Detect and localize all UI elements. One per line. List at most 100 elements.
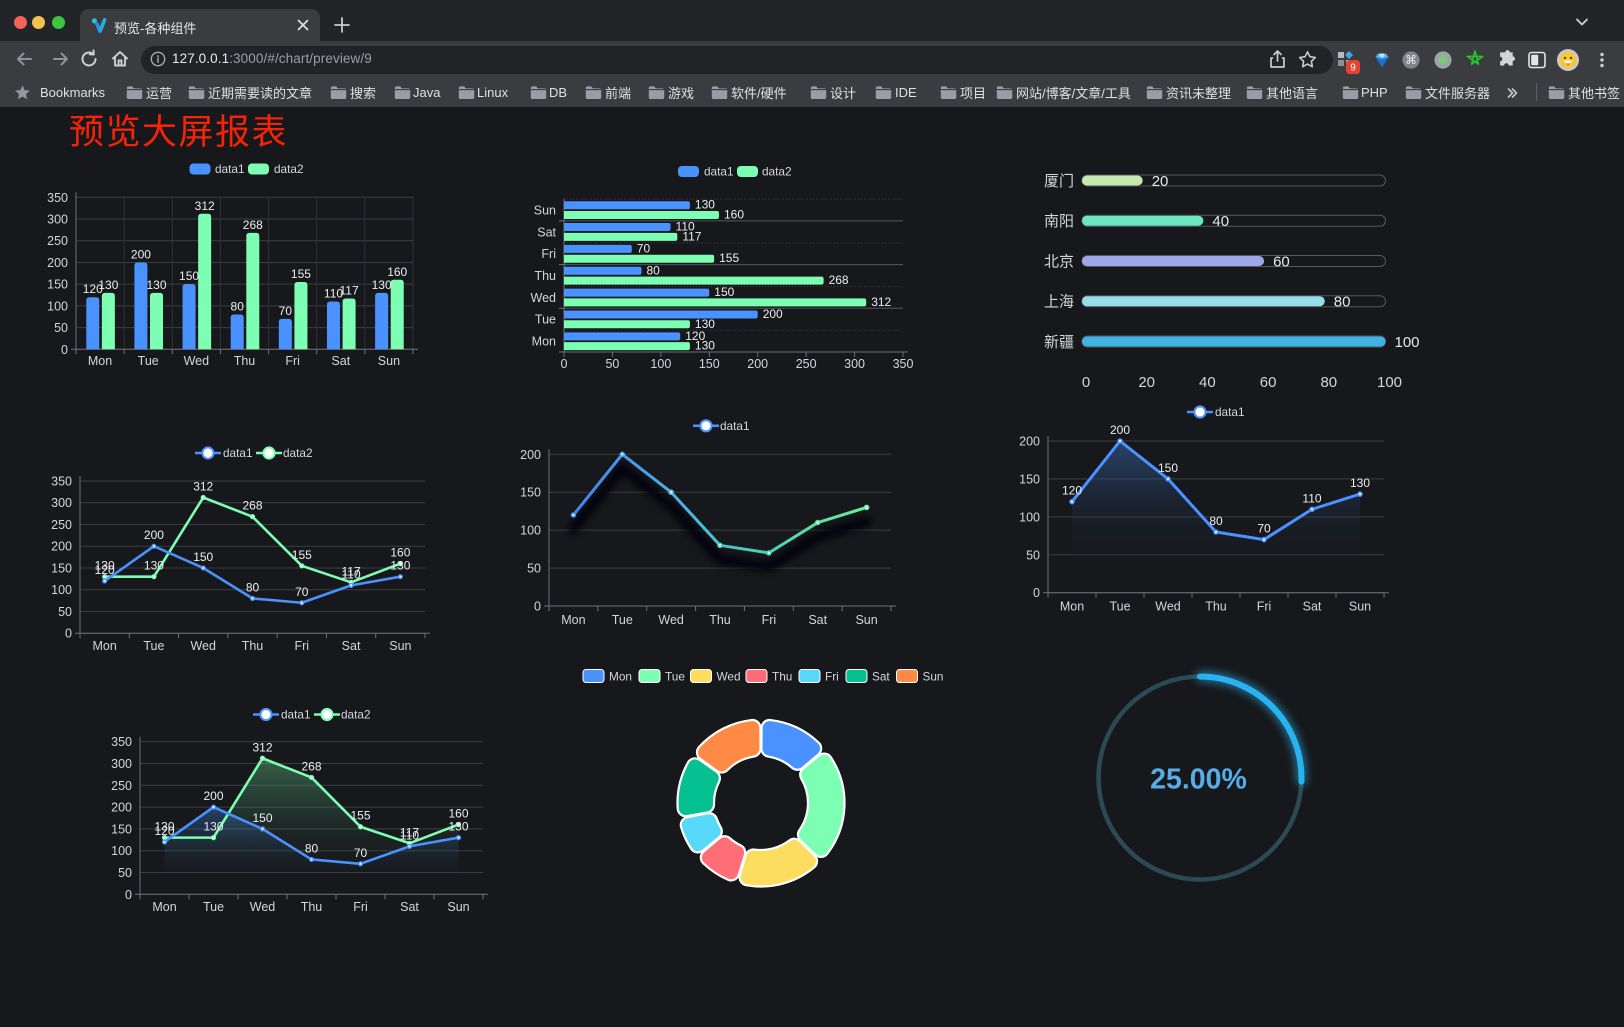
svg-text:110: 110	[400, 828, 419, 842]
svg-text:50: 50	[58, 605, 72, 619]
svg-text:data1: data1	[704, 165, 734, 179]
svg-text:70: 70	[295, 585, 309, 599]
svg-text:Sun: Sun	[389, 639, 411, 653]
svg-text:data1: data1	[1215, 405, 1245, 419]
svg-text:312: 312	[252, 740, 272, 754]
svg-text:data2: data2	[762, 165, 792, 179]
svg-text:200: 200	[47, 256, 68, 270]
svg-text:0: 0	[561, 357, 568, 371]
svg-text:150: 150	[193, 550, 213, 564]
svg-text:100: 100	[111, 844, 132, 858]
svg-text:Tue: Tue	[143, 639, 164, 653]
svg-text:120: 120	[83, 282, 103, 296]
svg-text:130: 130	[448, 820, 468, 834]
svg-text:70: 70	[1257, 522, 1271, 536]
svg-text:Thu: Thu	[234, 354, 256, 368]
svg-text:data2: data2	[283, 446, 313, 460]
svg-text:北京: 北京	[1044, 254, 1074, 271]
svg-text:110: 110	[1302, 491, 1321, 505]
svg-text:300: 300	[51, 496, 72, 510]
svg-text:新疆: 新疆	[1044, 334, 1074, 351]
svg-text:300: 300	[47, 213, 68, 227]
svg-text:120: 120	[95, 563, 115, 577]
svg-text:130: 130	[154, 820, 174, 834]
svg-text:117: 117	[682, 229, 701, 243]
svg-text:100: 100	[650, 357, 671, 371]
svg-text:100: 100	[1377, 374, 1402, 391]
svg-text:268: 268	[243, 218, 263, 232]
svg-text:Sat: Sat	[872, 670, 890, 684]
svg-text:200: 200	[520, 448, 541, 462]
svg-text:Fri: Fri	[762, 613, 777, 627]
svg-text:50: 50	[1026, 548, 1040, 562]
svg-text:Sat: Sat	[537, 225, 556, 239]
svg-text:160: 160	[448, 807, 468, 821]
svg-text:Fri: Fri	[285, 354, 300, 368]
svg-text:150: 150	[179, 269, 199, 283]
svg-text:Sat: Sat	[331, 354, 350, 368]
svg-text:80: 80	[305, 841, 319, 855]
svg-text:150: 150	[1158, 461, 1178, 475]
svg-text:150: 150	[1019, 472, 1040, 486]
svg-text:155: 155	[719, 251, 739, 265]
svg-text:200: 200	[747, 357, 768, 371]
svg-text:350: 350	[47, 191, 68, 205]
svg-text:⌘: ⌘	[1405, 53, 1417, 67]
svg-text:250: 250	[47, 234, 68, 248]
svg-text:Mon: Mon	[1060, 600, 1084, 614]
svg-text:120: 120	[154, 824, 174, 838]
svg-text:data1: data1	[281, 708, 311, 722]
svg-text:150: 150	[699, 357, 720, 371]
svg-text:Mon: Mon	[152, 900, 176, 914]
svg-text:Mon: Mon	[561, 613, 585, 627]
svg-text:Sun: Sun	[1349, 600, 1371, 614]
svg-text:Wed: Wed	[184, 354, 210, 368]
svg-text:312: 312	[193, 480, 213, 494]
svg-text:130: 130	[372, 278, 392, 292]
svg-text:155: 155	[292, 548, 312, 562]
svg-text:50: 50	[54, 321, 68, 335]
svg-text:60: 60	[1260, 374, 1277, 391]
svg-text:Fri: Fri	[541, 247, 556, 261]
svg-text:268: 268	[829, 273, 849, 287]
svg-text:Tue: Tue	[203, 900, 224, 914]
svg-text:268: 268	[301, 759, 321, 773]
svg-text:300: 300	[844, 357, 865, 371]
svg-text:80: 80	[231, 300, 245, 314]
svg-text:Thu: Thu	[709, 613, 731, 627]
svg-text:130: 130	[1350, 476, 1370, 490]
svg-text:80: 80	[1209, 514, 1223, 528]
svg-text:160: 160	[387, 265, 407, 279]
svg-text:312: 312	[871, 295, 891, 309]
svg-text:Tue: Tue	[1109, 600, 1130, 614]
svg-text:150: 150	[47, 278, 68, 292]
svg-text:Wed: Wed	[531, 291, 557, 305]
svg-text:250: 250	[796, 357, 817, 371]
svg-text:0: 0	[125, 888, 132, 902]
svg-text:Sun: Sun	[855, 613, 877, 627]
svg-text:data1: data1	[215, 162, 245, 176]
svg-text:200: 200	[131, 247, 151, 261]
svg-text:40: 40	[1212, 213, 1229, 230]
svg-text:0: 0	[534, 600, 541, 614]
svg-text:130: 130	[695, 339, 715, 353]
svg-text:0: 0	[1082, 374, 1090, 391]
svg-text:350: 350	[111, 735, 132, 749]
svg-text:50: 50	[527, 562, 541, 576]
svg-text:0: 0	[61, 343, 68, 357]
svg-text:Tue: Tue	[535, 313, 556, 327]
svg-text:160: 160	[390, 546, 410, 560]
svg-text:100: 100	[520, 524, 541, 538]
svg-text:Mon: Mon	[609, 670, 632, 684]
svg-text:Wed: Wed	[658, 613, 684, 627]
svg-text:Sat: Sat	[342, 639, 361, 653]
svg-text:25.00%: 25.00%	[1150, 764, 1247, 796]
svg-text:Sun: Sun	[534, 203, 556, 217]
svg-text:110: 110	[676, 220, 695, 234]
svg-text:80: 80	[246, 580, 260, 594]
svg-text:Tue: Tue	[138, 354, 159, 368]
svg-text:Mon: Mon	[88, 354, 112, 368]
svg-text:130: 130	[98, 278, 118, 292]
svg-text:50: 50	[605, 357, 619, 371]
svg-text:Tue: Tue	[665, 670, 685, 684]
